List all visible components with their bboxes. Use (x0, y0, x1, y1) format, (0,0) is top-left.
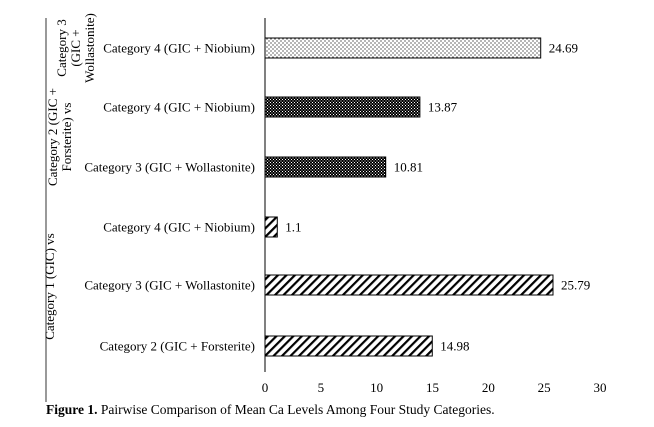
group-label-line: Wollastonite) (82, 13, 97, 83)
x-tick-label: 5 (318, 380, 325, 395)
figure-caption: Figure 1. Pairwise Comparison of Mean Ca… (46, 402, 646, 418)
x-tick-label: 15 (426, 380, 439, 395)
data-label: 14.98 (440, 339, 469, 354)
data-label: 10.81 (394, 160, 423, 175)
category-label: Category 4 (GIC + Niobium) (103, 41, 255, 56)
x-tick-label: 10 (370, 380, 383, 395)
x-tick-label: 30 (594, 380, 607, 395)
bar (264, 156, 387, 178)
category-label: Category 3 (GIC + Wollastonite) (84, 160, 255, 175)
data-label: 13.87 (428, 100, 458, 115)
group-label-line: Category 1 (GIC) vs (42, 233, 57, 340)
group-label-line: Category 3 (54, 19, 69, 76)
group-label-line: Category 2 (GIC + (45, 88, 60, 186)
figure-caption-text: Pairwise Comparison of Mean Ca Levels Am… (97, 402, 495, 417)
data-label: 24.69 (549, 41, 578, 56)
figure-caption-label: Figure 1. (46, 402, 98, 417)
group-label-line: (GIC + (68, 29, 83, 66)
category-label: Category 4 (GIC + Niobium) (103, 220, 255, 235)
category-label: Category 4 (GIC + Niobium) (103, 100, 255, 115)
bar (264, 37, 542, 59)
x-tick-label: 0 (262, 380, 269, 395)
category-label: Category 2 (GIC + Forsterite) (100, 339, 255, 354)
bar (264, 216, 278, 238)
data-label: 1.1 (285, 220, 301, 235)
bar (264, 96, 421, 118)
category-label: Category 3 (GIC + Wollastonite) (84, 278, 255, 293)
x-tick-label: 25 (538, 380, 551, 395)
bar (264, 274, 554, 296)
group-label-line: Forsterite) vs (59, 103, 74, 172)
x-tick-label: 20 (482, 380, 495, 395)
bar (264, 335, 433, 357)
data-label: 25.79 (561, 278, 590, 293)
